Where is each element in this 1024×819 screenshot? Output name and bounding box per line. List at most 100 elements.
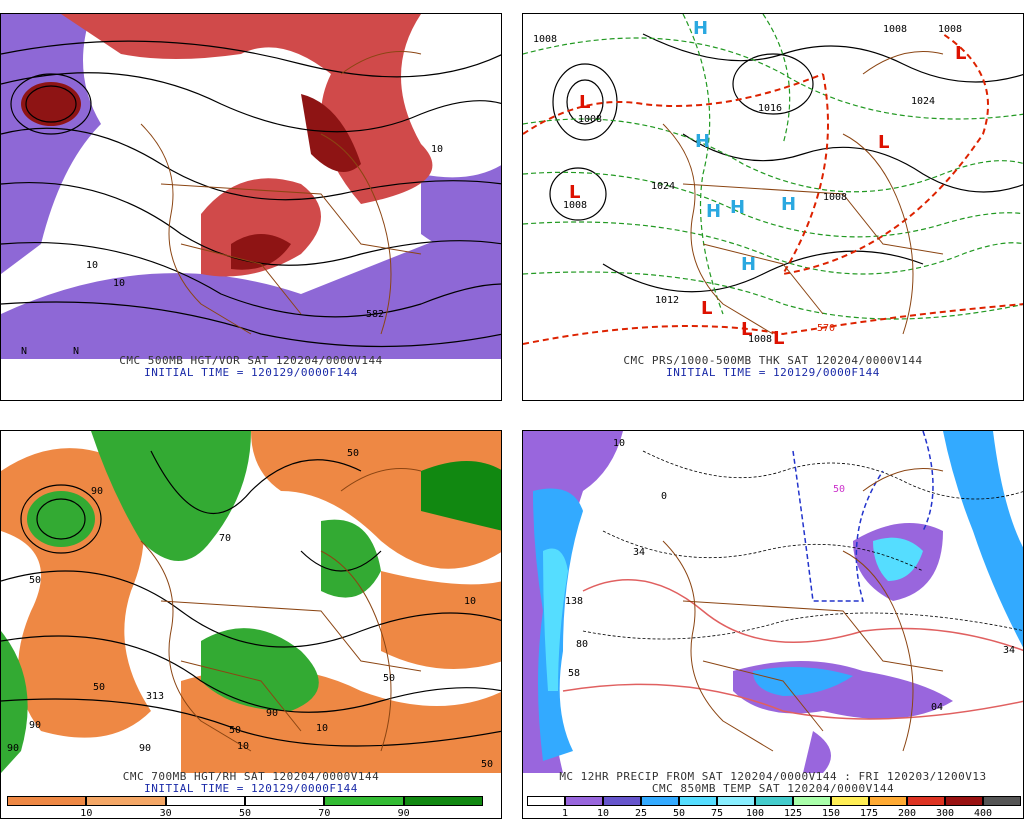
high-center: H: [781, 194, 796, 215]
height-contours: [1, 40, 501, 348]
panel-prs-thk: L L L L L L L H H H H H H 1008 1008 1008…: [522, 13, 1024, 401]
colorbar-swatch: [641, 796, 679, 806]
map-label: 80: [576, 639, 588, 650]
borders: [140, 468, 422, 752]
rh-green-center: [201, 628, 319, 711]
colorbar-swatch: [793, 796, 831, 806]
vorticity-purple-east: [421, 165, 501, 257]
colorbar-swatch: [717, 796, 755, 806]
colorbar-swatch: [244, 796, 325, 806]
map-label: 58: [568, 668, 580, 679]
colorbar-swatch: [165, 796, 245, 806]
colorbar-swatch: [755, 796, 793, 806]
colorbar-tick-label: 300: [935, 808, 955, 819]
caption-line1: CMC 700MB HGT/RH SAT 120204/0000V144: [122, 770, 380, 783]
map-label: 50: [833, 484, 845, 495]
low-center: L: [569, 182, 580, 203]
colorbar-tick-label: 90: [397, 808, 410, 819]
colorbar-swatch: [403, 796, 483, 806]
colorbar-swatch: [983, 796, 1021, 806]
colorbar-tick-label: 50: [672, 808, 686, 819]
map-label: 570: [817, 323, 835, 334]
map-700mb: 90 50 90 50 70 10 50 90 90 50 10 10 50 9…: [1, 431, 501, 773]
caption-line2: INITIAL TIME = 120129/0000F144: [144, 366, 358, 379]
pressure-contours: [549, 33, 1023, 293]
map-label: 1024: [651, 181, 675, 192]
colorbar-tick-label: 30: [159, 808, 172, 819]
map-label: 10: [113, 278, 125, 289]
colorbar-swatch: [831, 796, 869, 806]
rh-colorbar: [7, 796, 483, 806]
precip-northeast: [943, 431, 1023, 648]
panel-700mb: 90 50 90 50 70 10 50 90 90 50 10 10 50 9…: [0, 430, 502, 819]
map-label: 138: [565, 596, 583, 607]
high-center: H: [695, 131, 710, 152]
map-label: 582: [366, 309, 384, 320]
height-contours: [1, 450, 501, 747]
map-label: 04: [931, 702, 943, 713]
low-center: L: [878, 132, 889, 153]
high-center: H: [693, 18, 708, 39]
map-label: N: [73, 346, 79, 357]
colorbar-swatch: [527, 796, 565, 806]
map-label: 90: [266, 708, 278, 719]
rh-green-east: [321, 519, 381, 598]
map-label: 10: [431, 144, 443, 155]
borders: [662, 468, 944, 752]
low-center: L: [955, 43, 966, 64]
precip-colorbar: [527, 796, 1021, 806]
map-label: 1016: [758, 103, 782, 114]
caption-line2: CMC 850MB TEMP SAT 120204/0000V144: [651, 782, 895, 795]
map-label: 90: [139, 743, 151, 754]
map-label: 50: [383, 673, 395, 684]
colorbar-tick-label: 200: [897, 808, 917, 819]
colorbar-swatch: [86, 796, 166, 806]
caption-line2: INITIAL TIME = 120129/0000F144: [144, 782, 358, 795]
map-label: 1008: [563, 200, 587, 211]
colorbar-tick-label: 175: [859, 808, 879, 819]
map-label: 10: [237, 741, 249, 752]
map-label: 70: [219, 533, 231, 544]
thickness-green: [523, 14, 1023, 320]
map-label: 50: [229, 725, 241, 736]
colorbar-tick-label: 70: [318, 808, 331, 819]
colorbar-tick-label: 10: [80, 808, 93, 819]
freezing-line: [792, 431, 934, 602]
colorbar-tick-label: 10: [596, 808, 610, 819]
colorbar-swatch: [7, 796, 87, 806]
map-label: 50: [347, 448, 359, 459]
map-label: 10: [316, 723, 328, 734]
colorbar-swatch: [565, 796, 603, 806]
precip-colorbar-labels: 1 10 25 50 75 100 125 150 175 200 300 400: [527, 808, 1021, 819]
temp-zero-line: [562, 579, 1023, 720]
low-center: L: [701, 298, 712, 319]
colorbar-swatch: [869, 796, 907, 806]
map-label: 34: [633, 547, 645, 558]
colorbar-tick-label: 1: [561, 808, 569, 819]
vorticity-low-center: [21, 82, 81, 126]
colorbar-swatch: [907, 796, 945, 806]
rh-green-southwest: [1, 631, 28, 773]
map-prs-thk: L L L L L L L H H H H H H 1008 1008 1008…: [523, 14, 1023, 359]
map-label: 1008: [748, 334, 772, 345]
low-center: L: [579, 92, 590, 113]
rh-colorbar-labels: 10 30 50 70 90: [7, 808, 483, 819]
map-label: 0: [661, 491, 667, 502]
map-label: 10: [613, 438, 625, 449]
map-label: 1024: [911, 96, 935, 107]
map-label: 90: [91, 486, 103, 497]
map-label: 34: [1003, 645, 1015, 656]
rh-orange-east: [381, 571, 501, 669]
map-label: 1008: [823, 192, 847, 203]
map-label: 1008: [938, 24, 962, 35]
high-center: H: [706, 201, 721, 222]
map-label: 1008: [883, 24, 907, 35]
colorbar-tick-label: 150: [821, 808, 841, 819]
map-label: 90: [7, 743, 19, 754]
map-precip: 10 34 138 80 58 34 04 0 50: [523, 431, 1023, 773]
colorbar-tick-label: 25: [634, 808, 648, 819]
precip-cyan-east: [873, 537, 923, 581]
colorbar-tick-label: 100: [745, 808, 765, 819]
caption-line1: CMC 500MB HGT/VOR SAT 120204/0000V144: [119, 354, 383, 367]
thickness-red: [523, 33, 1023, 345]
